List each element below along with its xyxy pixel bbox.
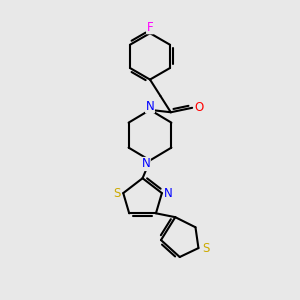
Text: S: S: [202, 242, 210, 255]
Text: O: O: [194, 101, 203, 114]
Text: N: N: [164, 187, 173, 200]
Text: N: N: [146, 100, 154, 113]
Text: N: N: [142, 158, 150, 170]
Text: F: F: [147, 21, 153, 34]
Text: S: S: [113, 187, 120, 200]
